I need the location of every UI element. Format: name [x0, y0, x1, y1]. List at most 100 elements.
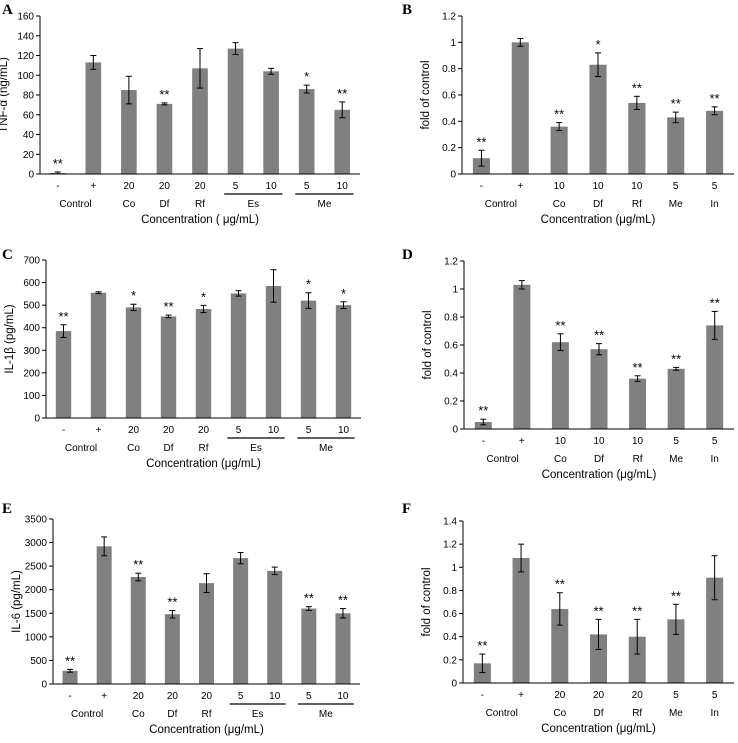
y-tick-label: 1.2 [443, 540, 457, 551]
group-label: Df [159, 199, 169, 210]
bar [667, 368, 685, 429]
y-tick-label: 80 [23, 91, 35, 102]
y-tick-label: 0 [450, 170, 456, 181]
group-label: Me [317, 199, 331, 210]
bar [230, 293, 247, 418]
group-label: Rf [199, 443, 209, 454]
significance-mark: ** [555, 318, 565, 333]
group-label: Co [554, 454, 567, 465]
y-tick-label: 0.6 [443, 609, 457, 620]
y-tick-label: 0 [28, 170, 34, 181]
bar [195, 308, 212, 418]
y-tick-label: 3000 [25, 538, 48, 549]
x-tick-label: + [518, 690, 524, 701]
x-tick-label: + [90, 181, 96, 192]
y-tick-label: 2000 [25, 585, 48, 596]
x-axis-title: Concentration (μg/mL) [149, 724, 264, 736]
y-tick-label: 300 [23, 346, 40, 357]
y-axis-title: TNF-α (ng/mL) [0, 57, 10, 133]
group-label: Df [594, 708, 604, 719]
bar [301, 608, 317, 684]
chart-svg: 0 0.2 0.4 0.6 0.8 1 1.2 ** - + ** 10 * 10 ** 10 ** 5 ** 5 Co… [420, 12, 734, 226]
panel-c-il-1-beta-chart: C 0 100 200 300 400 500 600 700 ** - + * 20 ** 20 * 20 5 1… [0, 245, 369, 485]
y-tick-label: 0.6 [442, 91, 456, 102]
significance-mark: * [304, 69, 309, 84]
y-tick-label: 100 [23, 391, 40, 402]
bar [590, 349, 608, 429]
y-tick-label: 100 [17, 71, 34, 82]
x-tick-label: 20 [554, 690, 566, 701]
bar [511, 42, 529, 175]
x-tick-label: 10 [266, 181, 278, 192]
x-tick-label: - [62, 425, 65, 436]
bar [628, 636, 646, 683]
bar [62, 670, 78, 684]
bar [96, 546, 112, 684]
group-label: Me [669, 454, 683, 465]
panel-e-il-6-chart: E 0 500 1000 1500 2000 2500 3000 3500 ** - + ** 20 **… [0, 497, 369, 743]
x-tick-label: 20 [201, 691, 213, 702]
x-tick-label: 20 [198, 425, 210, 436]
x-tick-label: + [517, 181, 523, 192]
group-label: Rf [632, 199, 642, 210]
y-tick-label: 0.8 [443, 586, 457, 597]
bar [629, 378, 647, 429]
x-tick-label: + [519, 436, 525, 447]
x-tick-label: 5 [236, 425, 242, 436]
y-tick-label: 1000 [25, 632, 48, 643]
significance-mark: * [306, 277, 311, 292]
y-tick-label: 1500 [25, 609, 48, 620]
significance-mark: * [341, 286, 346, 301]
significance-mark: ** [710, 295, 720, 310]
y-tick-label: 3500 [25, 515, 48, 526]
significance-mark: ** [554, 107, 564, 122]
y-tick-label: 60 [23, 110, 35, 121]
y-tick-label: 0.4 [443, 632, 457, 643]
bar [90, 292, 107, 418]
y-tick-label: 500 [30, 656, 47, 667]
bar [706, 110, 724, 174]
x-tick-label: 20 [167, 691, 179, 702]
group-label: In [710, 708, 718, 719]
significance-mark: ** [167, 594, 177, 609]
y-tick-label: 160 [17, 12, 34, 23]
group-label: Df [594, 454, 604, 465]
bar [265, 285, 282, 418]
x-tick-label: - [481, 690, 484, 701]
x-tick-label: 5 [304, 181, 310, 192]
x-tick-label: 5 [712, 181, 718, 192]
y-tick-label: 0.6 [444, 341, 458, 352]
y-tick-label: 0.2 [443, 655, 457, 666]
panel-a-tnf-alpha-chart: A 0 20 40 60 80 100 120 140 160 ** - +20 ** 20 20 5 10 * 5… [0, 0, 369, 238]
significance-mark: ** [477, 638, 487, 653]
panel-f-fold-of-control-chart: F 0 0.2 0.4 0.6 0.8 1 1.2 1.4 ** - + ** 20 ** 20 ** 20 **… [369, 497, 738, 743]
y-axis-title: fold of control [420, 60, 432, 129]
group-label: In [711, 454, 719, 465]
bar [192, 68, 208, 174]
y-tick-label: 600 [23, 278, 40, 289]
group-label: Me [669, 708, 683, 719]
bar [667, 619, 685, 683]
x-axis-title: Concentration (μg/mL) [541, 723, 656, 735]
significance-mark: ** [593, 603, 603, 618]
panel-d-fold-of-control-chart: D 0 0.2 0.4 0.6 0.8 1 1.2 ** - + ** 10 ** 10 ** 10 ** 5 **… [369, 245, 738, 485]
bar [85, 62, 102, 174]
group-label: Control [485, 199, 517, 210]
group-label: Rf [633, 454, 643, 465]
group-label: In [710, 199, 718, 210]
panel-letter: C [2, 247, 13, 263]
bar [628, 102, 646, 174]
y-tick-label: 700 [23, 256, 40, 267]
x-tick-label: 5 [306, 691, 312, 702]
bar [300, 300, 317, 418]
bar [473, 663, 491, 683]
x-tick-label: 5 [673, 436, 679, 447]
chart-svg: 0 0.2 0.4 0.6 0.8 1 1.2 ** - + ** 10 ** 10 ** 10 ** 5 ** 5 C… [422, 257, 734, 481]
x-tick-label: 5 [673, 181, 679, 192]
x-tick-label: 10 [632, 436, 644, 447]
y-tick-label: 1.4 [443, 517, 457, 528]
x-tick-label: - [56, 181, 59, 192]
chart-svg: 0 0.2 0.4 0.6 0.8 1 1.2 1.4 ** - + ** 20 ** 20 ** 20 ** 5 5… [421, 517, 734, 735]
x-tick-label: 5 [238, 691, 244, 702]
group-label: Co [122, 199, 135, 210]
